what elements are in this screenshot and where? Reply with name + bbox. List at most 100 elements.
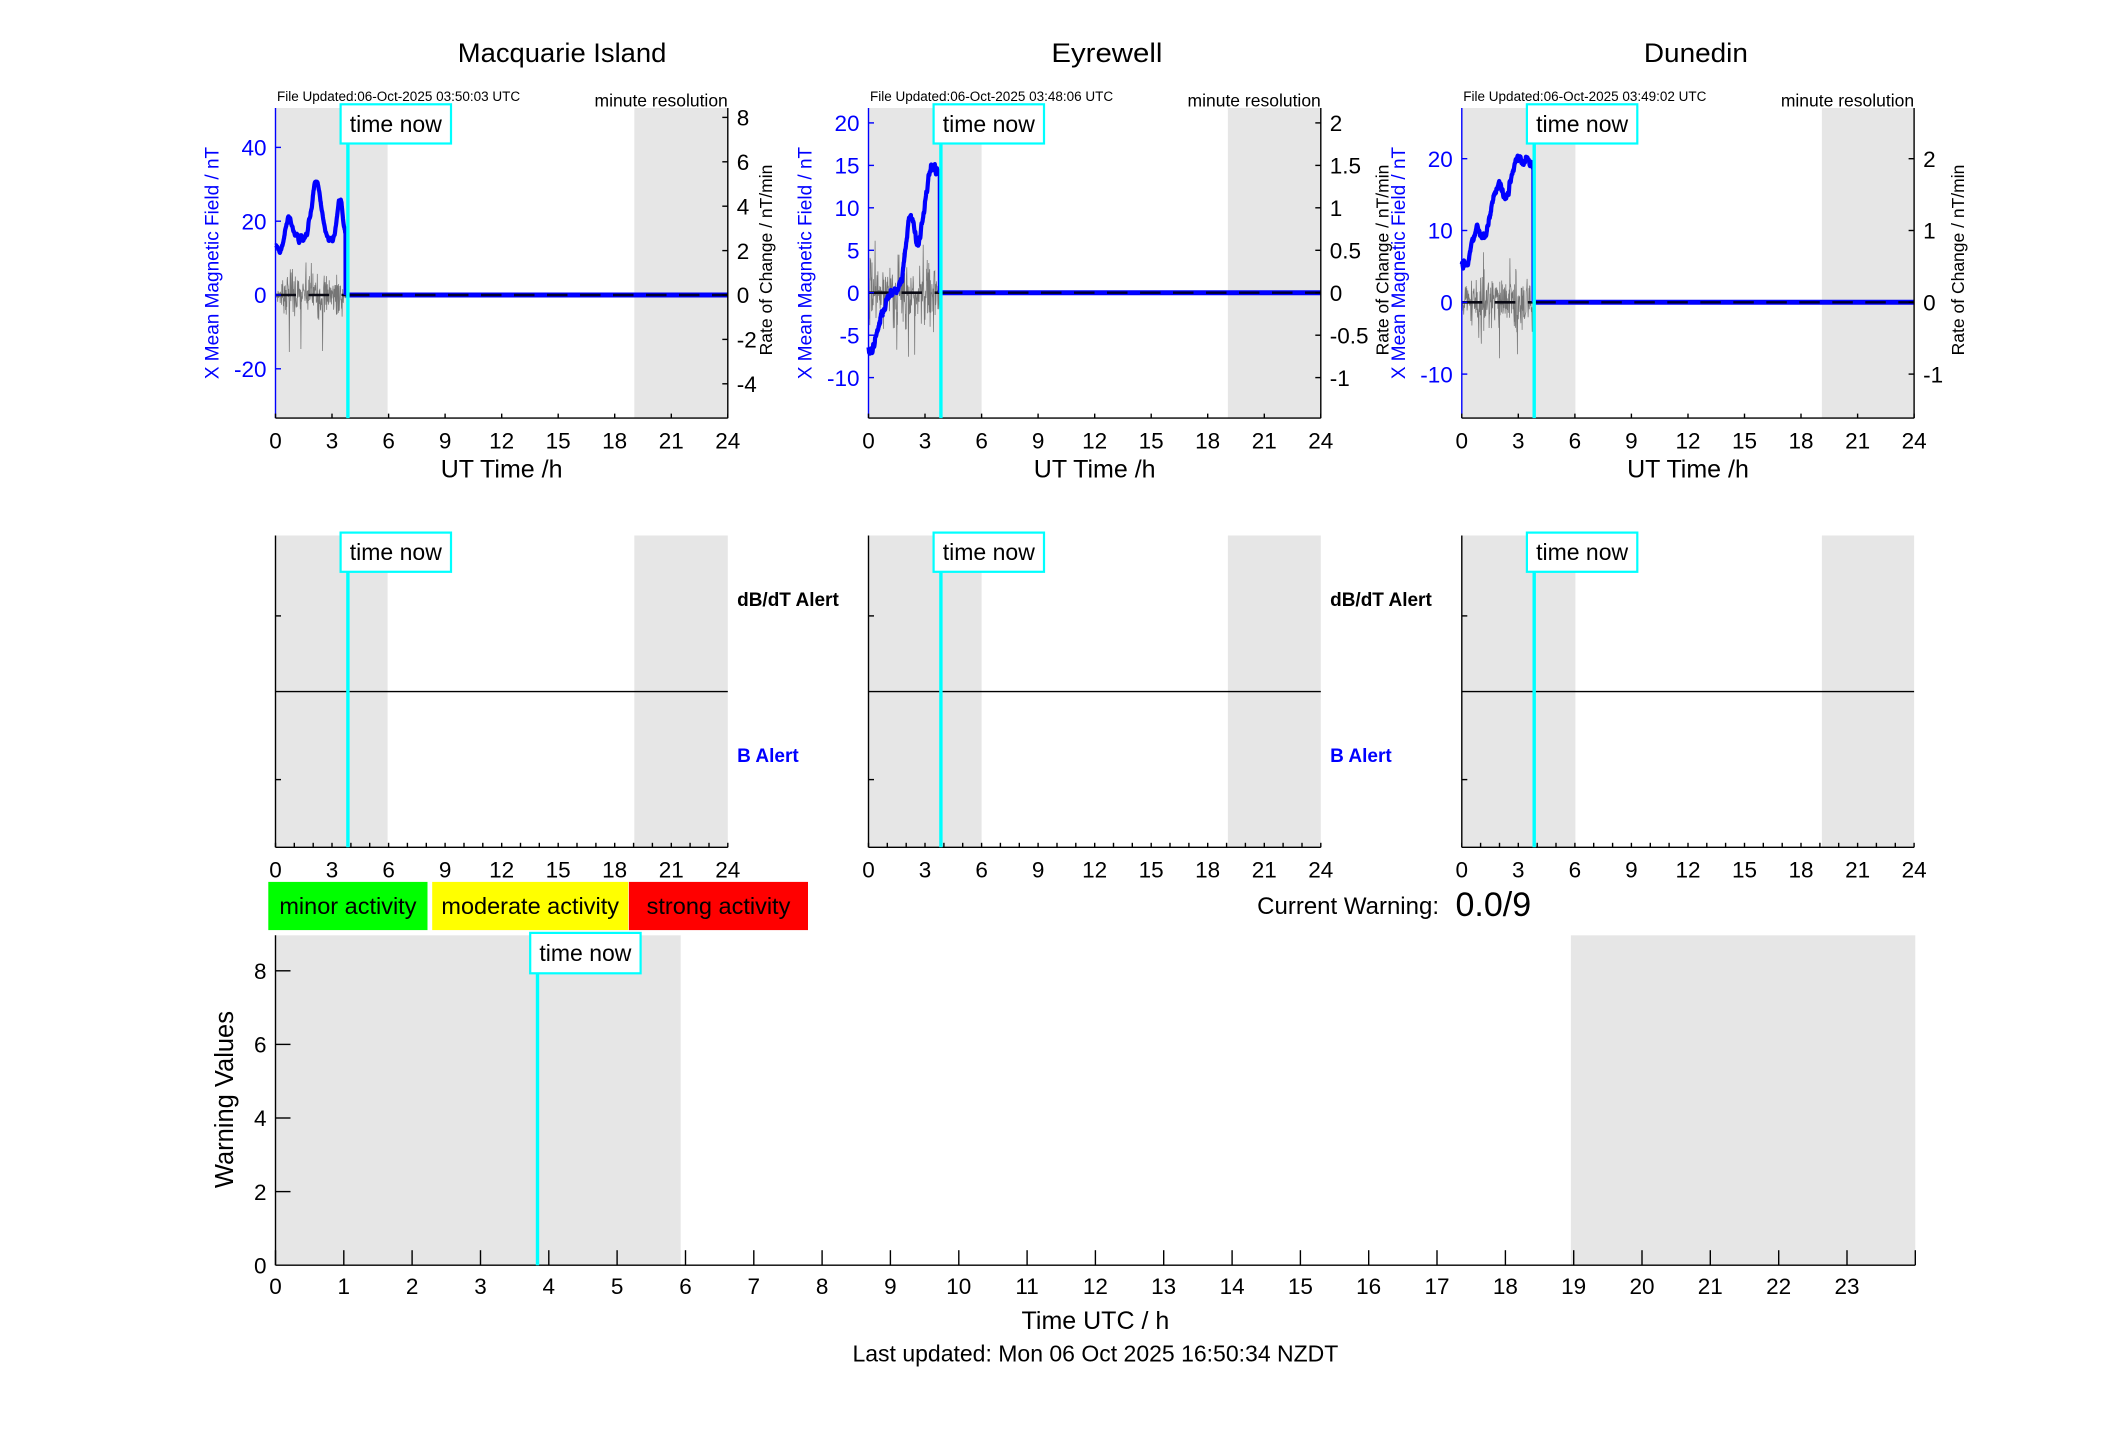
svg-text:time now: time now (1536, 539, 1628, 565)
svg-text:0: 0 (269, 1274, 282, 1299)
svg-text:9: 9 (439, 857, 452, 882)
svg-text:-0.5: -0.5 (1330, 323, 1369, 348)
svg-text:6: 6 (975, 428, 988, 453)
svg-text:24: 24 (715, 428, 740, 453)
svg-text:22: 22 (1766, 1274, 1791, 1299)
svg-text:6: 6 (1569, 857, 1582, 882)
svg-text:Warning Values: Warning Values (211, 1011, 239, 1188)
svg-text:-20: -20 (234, 357, 267, 382)
svg-text:X Mean Magnetic Field / nT: X Mean Magnetic Field / nT (203, 146, 224, 379)
svg-text:24: 24 (715, 857, 740, 882)
svg-text:0: 0 (269, 428, 282, 453)
svg-text:18: 18 (1493, 1274, 1518, 1299)
svg-text:B Alert: B Alert (1330, 746, 1392, 767)
svg-text:File Updated:06-Oct-2025 03:49: File Updated:06-Oct-2025 03:49:02 UTC (1463, 89, 1706, 104)
svg-text:0: 0 (1456, 857, 1469, 882)
svg-text:8: 8 (737, 106, 750, 131)
svg-text:1: 1 (1330, 196, 1343, 221)
svg-text:14: 14 (1220, 1274, 1245, 1299)
svg-text:15: 15 (1139, 857, 1164, 882)
svg-text:3: 3 (919, 857, 932, 882)
svg-text:-1: -1 (1923, 362, 1943, 387)
svg-text:24: 24 (1308, 428, 1333, 453)
svg-text:0: 0 (254, 1253, 267, 1278)
svg-text:time now: time now (943, 111, 1035, 137)
svg-text:Time UTC / h: Time UTC / h (1022, 1307, 1170, 1335)
svg-text:18: 18 (1788, 857, 1813, 882)
svg-text:minute resolution: minute resolution (1188, 91, 1321, 111)
svg-text:3: 3 (1512, 428, 1525, 453)
svg-text:1: 1 (1923, 219, 1936, 244)
svg-text:0: 0 (862, 857, 875, 882)
svg-text:minor activity: minor activity (279, 893, 416, 919)
svg-text:4: 4 (543, 1274, 556, 1299)
svg-text:19: 19 (1561, 1274, 1586, 1299)
svg-text:time now: time now (350, 111, 442, 137)
svg-text:Dunedin: Dunedin (1644, 38, 1748, 68)
svg-text:0.5: 0.5 (1330, 239, 1361, 264)
svg-text:23: 23 (1834, 1274, 1859, 1299)
svg-text:8: 8 (254, 959, 267, 984)
svg-text:7: 7 (748, 1274, 761, 1299)
svg-text:21: 21 (659, 428, 684, 453)
svg-text:1: 1 (338, 1274, 351, 1299)
svg-text:8: 8 (816, 1274, 829, 1299)
svg-text:-5: -5 (839, 323, 859, 348)
svg-text:0: 0 (269, 857, 282, 882)
svg-text:-10: -10 (827, 366, 860, 391)
svg-text:3: 3 (1512, 857, 1525, 882)
svg-text:10: 10 (834, 196, 859, 221)
svg-text:3: 3 (326, 428, 339, 453)
svg-text:9: 9 (1032, 857, 1045, 882)
svg-text:-2: -2 (737, 328, 757, 353)
svg-text:9: 9 (439, 428, 452, 453)
svg-text:12: 12 (489, 428, 514, 453)
svg-text:0: 0 (1440, 291, 1453, 316)
svg-text:0: 0 (254, 283, 267, 308)
svg-text:21: 21 (659, 857, 684, 882)
svg-text:dB/dT Alert: dB/dT Alert (737, 590, 839, 611)
svg-text:18: 18 (1788, 428, 1813, 453)
svg-text:Macquarie Island: Macquarie Island (458, 38, 667, 68)
svg-text:0: 0 (862, 428, 875, 453)
svg-text:21: 21 (1698, 1274, 1723, 1299)
svg-text:time now: time now (539, 940, 631, 966)
svg-text:20: 20 (241, 209, 266, 234)
svg-text:15: 15 (1139, 428, 1164, 453)
svg-text:5: 5 (611, 1274, 624, 1299)
svg-text:16: 16 (1356, 1274, 1381, 1299)
svg-text:4: 4 (737, 194, 750, 219)
svg-text:12: 12 (1083, 1274, 1108, 1299)
svg-text:B Alert: B Alert (737, 746, 799, 767)
svg-text:9: 9 (1625, 857, 1638, 882)
svg-text:6: 6 (382, 428, 395, 453)
svg-text:12: 12 (1082, 857, 1107, 882)
svg-text:21: 21 (1252, 428, 1277, 453)
svg-text:12: 12 (489, 857, 514, 882)
svg-text:11: 11 (1015, 1274, 1038, 1299)
svg-text:6: 6 (975, 857, 988, 882)
svg-text:0.0/9: 0.0/9 (1456, 886, 1532, 924)
svg-text:15: 15 (1288, 1274, 1313, 1299)
svg-text:12: 12 (1675, 857, 1700, 882)
svg-text:dB/dT Alert: dB/dT Alert (1330, 590, 1432, 611)
svg-text:moderate activity: moderate activity (441, 893, 619, 919)
svg-text:21: 21 (1845, 428, 1870, 453)
svg-text:Eyrewell: Eyrewell (1051, 38, 1162, 68)
svg-text:21: 21 (1845, 857, 1870, 882)
svg-text:18: 18 (602, 857, 627, 882)
svg-text:18: 18 (602, 428, 627, 453)
svg-text:minute resolution: minute resolution (595, 91, 728, 111)
svg-text:5: 5 (847, 239, 860, 264)
svg-text:Rate of Change / nT/min: Rate of Change / nT/min (756, 165, 776, 356)
svg-text:20: 20 (1629, 1274, 1654, 1299)
svg-text:UT Time /h: UT Time /h (1627, 456, 1749, 484)
svg-text:17: 17 (1424, 1274, 1449, 1299)
svg-text:6: 6 (254, 1033, 267, 1058)
svg-text:6: 6 (1569, 428, 1582, 453)
svg-text:X Mean Magnetic Field / nT: X Mean Magnetic Field / nT (1389, 146, 1410, 379)
svg-text:15: 15 (834, 154, 859, 179)
svg-text:18: 18 (1195, 428, 1220, 453)
svg-text:time now: time now (350, 539, 442, 565)
svg-text:12: 12 (1082, 428, 1107, 453)
